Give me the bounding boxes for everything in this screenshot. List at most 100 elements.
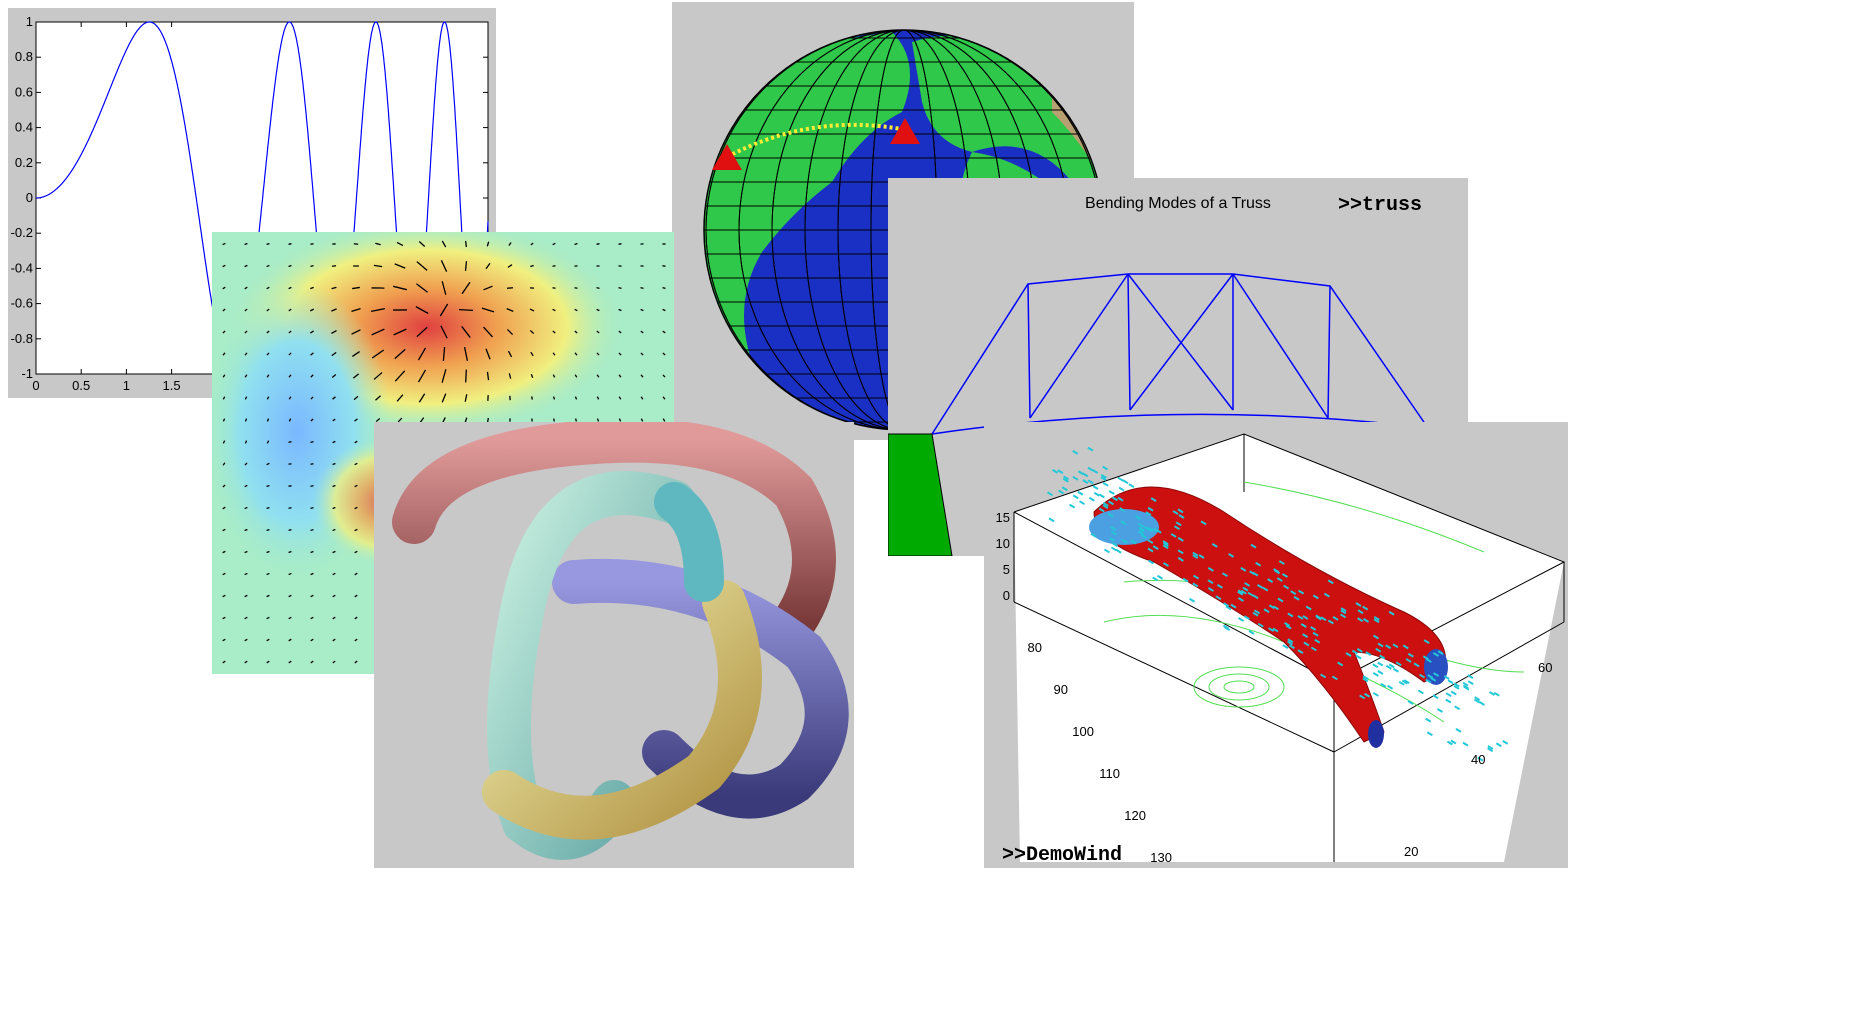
quiver-arrow: [417, 347, 427, 361]
wind-cone: [1242, 586, 1249, 592]
quiver-arrow: [415, 306, 429, 314]
quiver-arrow: [375, 418, 381, 422]
wind-cone: [1137, 522, 1144, 528]
quiver-arrow: [458, 308, 474, 312]
quiver-arrow: [266, 330, 270, 334]
wind-cone: [1117, 496, 1124, 502]
quiver-arrow: [222, 660, 226, 664]
quiver-arrow: [530, 242, 534, 246]
quiver-arrow: [244, 572, 248, 576]
quiver-arrow: [351, 307, 361, 313]
quiver-arrow: [465, 369, 467, 383]
quiver-arrow: [244, 286, 248, 290]
wind-cone: [1365, 651, 1372, 656]
wind-cone: [1450, 739, 1457, 745]
wind-cone: [1200, 520, 1207, 526]
wind-cone: [1405, 658, 1412, 663]
wind-cone: [1303, 641, 1310, 647]
quiver-arrow: [508, 373, 512, 379]
wind-cone: [1312, 594, 1319, 600]
wind-cone: [1061, 486, 1068, 492]
quiver-arrow: [354, 572, 358, 576]
sine-x-tick-label: 0: [32, 378, 39, 393]
quiver-arrow: [418, 393, 426, 403]
sine-y-tick-label: 0: [26, 190, 33, 205]
wind-cone: [1340, 607, 1347, 612]
wind-cone: [1495, 742, 1502, 748]
quiver-arrow: [288, 418, 292, 422]
quiver-arrow: [244, 352, 248, 356]
globe-route: [726, 122, 908, 159]
wind-cone: [1373, 618, 1380, 624]
wind-cone: [1263, 608, 1270, 614]
quiver-arrow: [288, 243, 292, 245]
wind-cone: [1172, 510, 1179, 515]
quiver-arrow: [574, 308, 578, 312]
wind-cone: [1487, 745, 1494, 750]
wind-cone: [1274, 569, 1281, 575]
quiver-arrow: [310, 660, 314, 664]
quiver-arrow: [266, 572, 270, 576]
quiver-arrow: [244, 330, 248, 334]
quiver-arrow: [531, 396, 533, 400]
wind-cone: [1377, 642, 1384, 648]
quiver-arrow: [640, 308, 644, 312]
wind-cone: [1402, 644, 1409, 650]
wind-cone: [1385, 664, 1392, 670]
quiver-arrow: [266, 594, 270, 598]
wind-cone: [1297, 615, 1304, 620]
quiver-arrow: [288, 594, 292, 598]
quiver-arrow: [222, 506, 226, 510]
quiver-arrow: [244, 528, 248, 532]
wind-cone: [1092, 485, 1099, 490]
quiver-arrow: [288, 550, 292, 554]
wind-cone: [1238, 617, 1245, 622]
quiver-arrow: [332, 506, 336, 510]
wind-cone: [1088, 496, 1095, 502]
wind-cone: [1252, 611, 1259, 617]
quiver-arrow: [222, 264, 226, 268]
quiver-arrow: [244, 396, 248, 400]
wind-cone: [1487, 747, 1494, 753]
quiver-arrow: [310, 485, 314, 487]
wind-cone: [1430, 676, 1437, 682]
knot-blue-segment: [552, 558, 849, 819]
quiver-arrow: [574, 352, 578, 356]
quiver-arrow: [332, 550, 336, 554]
quiver-arrow: [371, 308, 385, 312]
wind-cone: [1392, 643, 1399, 649]
knot-yellow-segment: [482, 580, 762, 840]
quiver-arrow: [506, 287, 514, 289]
wind-cone: [1255, 561, 1262, 567]
quiver-arrow: [222, 462, 226, 466]
quiver-arrow: [288, 374, 292, 378]
wind-cone: [1422, 655, 1429, 661]
quiver-arrow: [442, 346, 446, 362]
quiver-arrow: [266, 308, 270, 312]
wind-box-face: [1014, 434, 1564, 862]
quiver-arrow: [354, 528, 358, 532]
quiver-arrow: [397, 417, 403, 423]
quiver-arrow: [354, 594, 358, 598]
quiver-arrow: [354, 506, 358, 510]
quiver-arrow: [574, 418, 578, 422]
quiver-arrow: [310, 374, 314, 378]
quiver-arrow: [244, 660, 248, 664]
quiver-arrow: [310, 352, 314, 356]
wind-cone: [1436, 708, 1443, 713]
quiver-arrow: [483, 326, 493, 338]
quiver-arrow: [266, 638, 270, 642]
quiver-arrow: [640, 396, 644, 400]
quiver-arrow: [351, 329, 361, 335]
truss-members: [931, 273, 1429, 435]
quiver-arrow: [486, 241, 490, 247]
wind-cone: [1407, 700, 1414, 705]
quiver-arrow: [266, 352, 270, 356]
quiver-arrow: [640, 286, 644, 290]
wind-cone: [1207, 587, 1214, 592]
wind-cone: [1455, 727, 1462, 733]
quiver-arrow: [618, 286, 622, 290]
sine-x-tick-label: 1.5: [163, 378, 181, 393]
truss-title: Bending Modes of a Truss: [1085, 195, 1271, 212]
quiver-arrow: [574, 287, 578, 289]
